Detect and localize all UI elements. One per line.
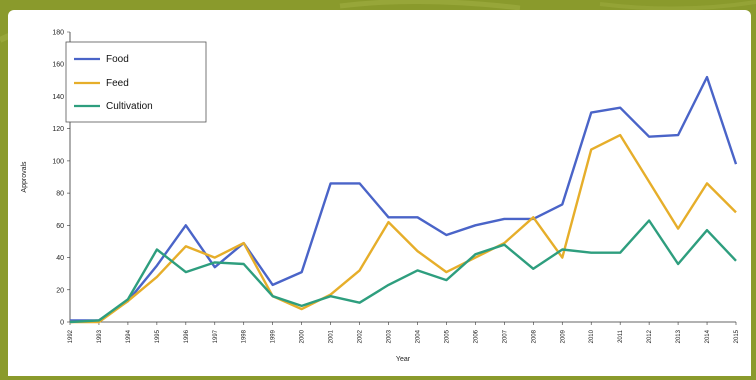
x-tick-label: 2000 (300, 329, 306, 343)
legend-label-cultivation: Cultivation (106, 101, 153, 112)
legend-label-food: Food (106, 54, 129, 65)
x-tick-label: 1995 (155, 329, 161, 343)
y-tick-label: 140 (52, 94, 64, 101)
x-tick-label: 2013 (676, 329, 682, 343)
y-tick-label: 100 (52, 158, 64, 165)
y-tick-label: 180 (52, 30, 64, 37)
y-tick-label: 0 (60, 320, 64, 327)
x-tick-label: 1999 (271, 329, 277, 343)
x-axis-label: Year (396, 356, 411, 363)
x-tick-label: 2007 (502, 329, 508, 343)
y-tick-label: 40 (56, 255, 64, 262)
y-axis-label: Approvals (21, 161, 28, 193)
x-tick-label: 2011 (618, 329, 624, 343)
y-ticks: 0 20 40 60 80 100 120 140 160 180 (52, 30, 70, 327)
x-tick-label: 1998 (242, 329, 248, 343)
x-tick-label: 2015 (734, 329, 740, 343)
x-tick-label: 1997 (213, 329, 219, 343)
x-tick-label: 2004 (415, 329, 421, 343)
y-tick-label: 160 (52, 62, 64, 69)
y-tick-label: 60 (56, 223, 64, 230)
series-line-cultivation (69, 219, 737, 324)
x-ticks: 1992 1993 1994 1995 1996 1997 1998 1999 2000 2001… (68, 322, 740, 343)
x-tick-label: 2001 (329, 329, 335, 343)
x-tick-label: 2002 (358, 329, 364, 343)
x-tick-label: 1994 (126, 329, 132, 343)
y-tick-label: 20 (56, 287, 64, 294)
x-tick-label: 1993 (97, 329, 103, 343)
legend-label-feed: Feed (106, 78, 129, 89)
legend: Food Feed Cultivation (65, 41, 207, 123)
y-tick-label: 120 (52, 126, 64, 133)
y-tick-label: 80 (56, 191, 64, 198)
x-tick-label: 1992 (68, 329, 74, 343)
series-line-food (70, 75, 738, 322)
x-tick-label: 2010 (589, 329, 595, 343)
x-tick-label: 2003 (387, 329, 393, 343)
x-tick-label: 2012 (647, 329, 653, 343)
x-tick-label: 2005 (444, 329, 450, 343)
series-line-feed (70, 133, 737, 324)
x-tick-label: 2008 (531, 329, 537, 343)
x-tick-label: 2014 (705, 329, 711, 343)
x-tick-label: 1996 (184, 329, 190, 343)
series-lines (69, 75, 738, 324)
chart-panel: 0 20 40 60 80 100 120 140 160 180 1992 1993 1994 199… (8, 10, 751, 376)
x-tick-label: 2006 (473, 329, 479, 343)
x-tick-label: 2009 (560, 329, 566, 343)
